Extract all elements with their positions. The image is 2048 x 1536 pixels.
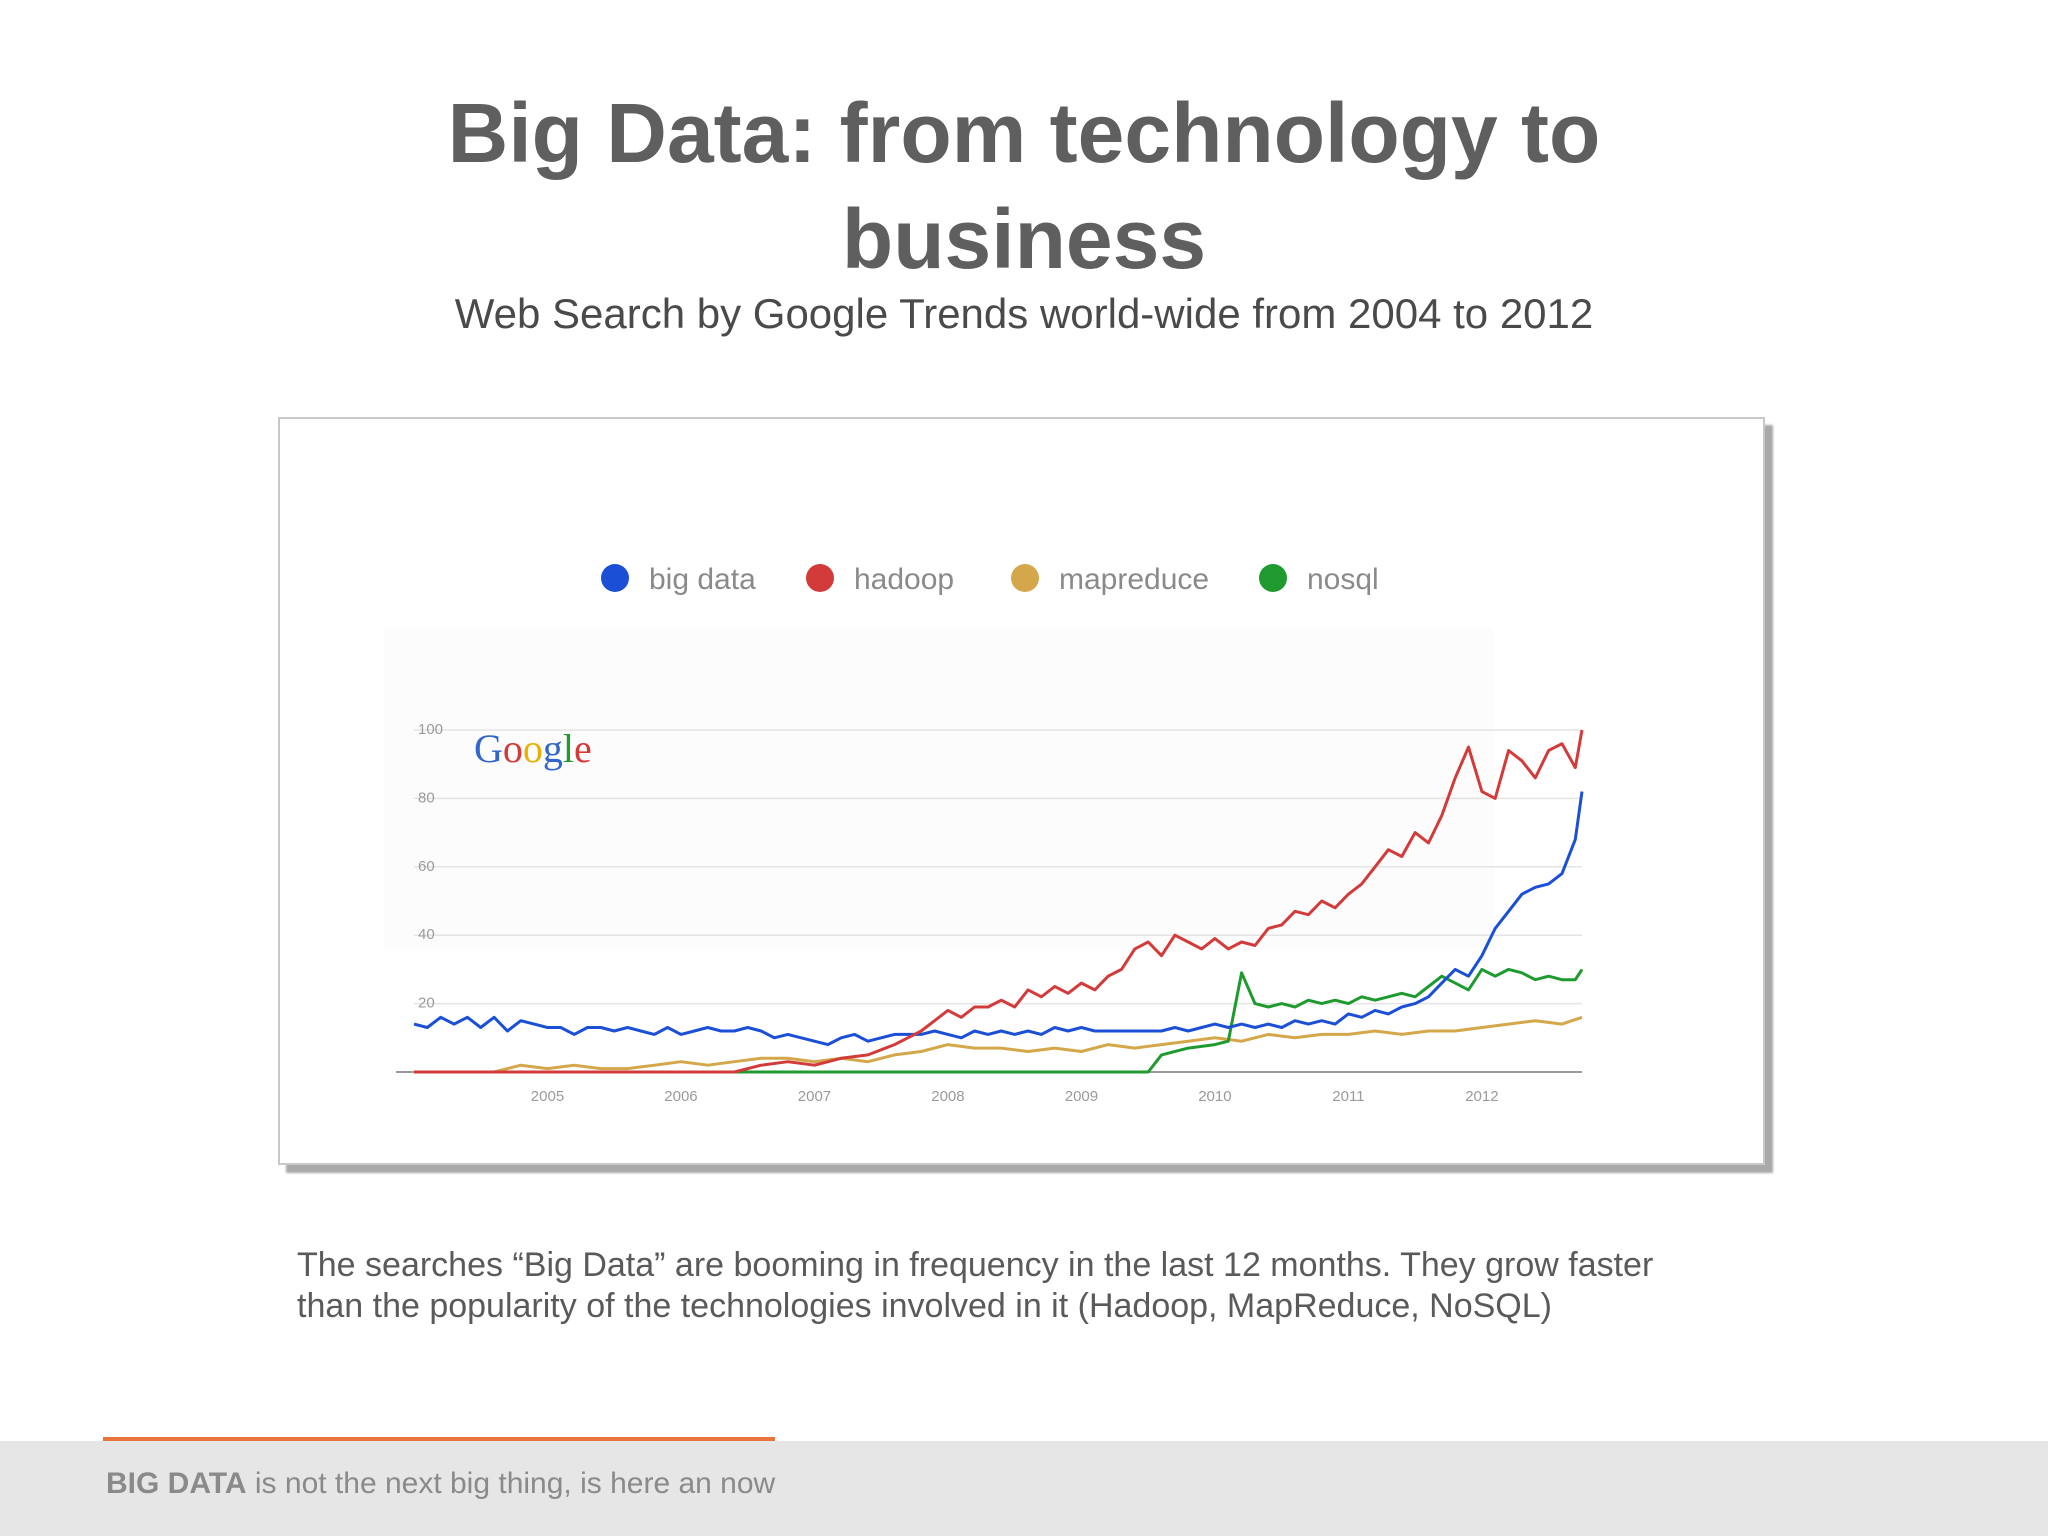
series-line-hadoop <box>414 729 1584 1074</box>
footer-tagline: is not the next big thing, is here an no… <box>246 1467 776 1500</box>
y-tick-label: 100 <box>418 721 443 738</box>
body-text: The searches “Big Data” are booming in f… <box>297 1245 1897 1327</box>
x-tick-label: 2008 <box>931 1088 964 1105</box>
legend-swatch <box>1011 564 1039 592</box>
footer-accent-line <box>103 1437 775 1441</box>
legend-label: mapreduce <box>1059 563 1209 596</box>
y-tick-label: 20 <box>418 995 435 1012</box>
x-tick-label: 2007 <box>798 1088 831 1105</box>
chart-frame: 20 40 60 80 100 2005 2006 2007 2008 2009 2010 2011… <box>278 417 1765 1165</box>
y-tick-label: 60 <box>418 858 435 875</box>
x-tick-label: 2006 <box>664 1088 697 1105</box>
slide-subtitle: Web Search by Google Trends world-wide f… <box>454 290 1594 337</box>
legend-swatch <box>601 564 629 592</box>
legend-label: nosql <box>1307 563 1379 596</box>
x-tick-label: 2011 <box>1332 1088 1364 1105</box>
x-tick-label: 2010 <box>1198 1088 1231 1105</box>
legend-item-hadoop: hadoop <box>806 563 954 596</box>
google-logo: Google <box>474 726 592 771</box>
body-text-line-1: The searches “Big Data” are booming in f… <box>297 1246 1654 1284</box>
legend-label: hadoop <box>854 563 954 596</box>
x-tick-label: 2012 <box>1465 1088 1498 1105</box>
footer-brand: BIG DATA <box>106 1467 247 1500</box>
y-axis-ticks: 20 40 60 80 100 <box>418 721 443 1012</box>
x-tick-label: 2005 <box>531 1088 564 1105</box>
series-lines <box>413 729 1584 1074</box>
footer-bar <box>0 1441 2048 1536</box>
x-axis-ticks: 2005 2006 2007 2008 2009 2010 2011 2012 <box>531 1088 1499 1105</box>
plot-area <box>384 628 1494 951</box>
slide-title-line-2: business <box>841 192 1207 286</box>
legend-swatch <box>1259 564 1287 592</box>
series-line-mapreduce <box>414 1015 1583 1074</box>
series-line-nosql <box>414 967 1584 1074</box>
trends-chart: 20 40 60 80 100 2005 2006 2007 2008 2009 2010 2011… <box>384 563 1584 1105</box>
legend-item-nosql: nosql <box>1259 563 1379 596</box>
legend-swatch <box>806 564 834 592</box>
legend-item-mapreduce: mapreduce <box>1011 563 1209 596</box>
x-tick-label: 2009 <box>1065 1088 1098 1105</box>
chart-legend: big data hadoop mapreduce nosql <box>601 563 1379 596</box>
slide-title-line-1: Big Data: from technology to <box>447 86 1601 180</box>
series-line-big-data <box>413 791 1584 1047</box>
y-tick-label: 80 <box>418 789 435 806</box>
legend-label: big data <box>649 563 756 596</box>
legend-item-big-data: big data <box>601 563 756 596</box>
y-tick-label: 40 <box>418 926 435 943</box>
footer-text: BIG DATA is not the next big thing, is h… <box>106 1467 775 1501</box>
slide-title: Big Data: from technology to business <box>0 80 2048 292</box>
grid-lines <box>414 729 1582 1005</box>
body-text-line-2: than the popularity of the technologies … <box>297 1287 1552 1325</box>
